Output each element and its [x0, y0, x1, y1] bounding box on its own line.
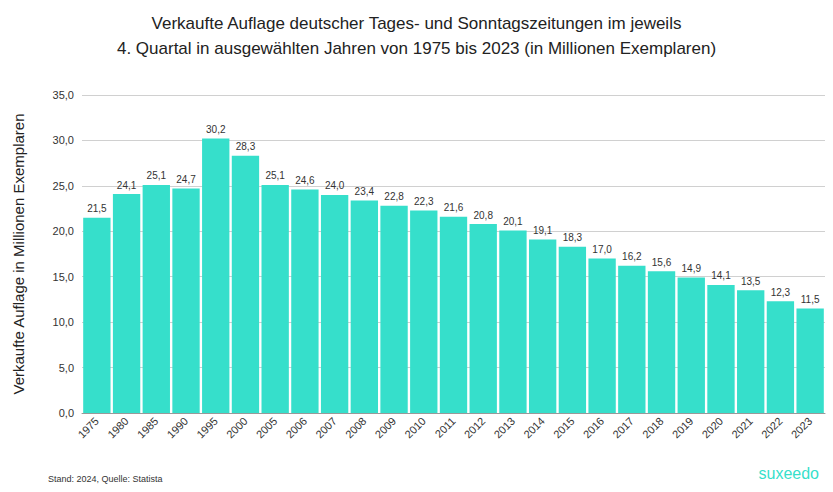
svg-text:24,1: 24,1 — [117, 180, 137, 191]
svg-text:Stand: 2024, Quelle: Statista: Stand: 2024, Quelle: Statista — [48, 474, 163, 484]
svg-text:11,5: 11,5 — [801, 294, 820, 305]
svg-text:2013: 2013 — [491, 415, 517, 441]
svg-text:18,3: 18,3 — [563, 232, 583, 243]
svg-text:1980: 1980 — [105, 415, 131, 441]
svg-text:16,2: 16,2 — [622, 251, 642, 262]
svg-text:23,4: 23,4 — [355, 186, 375, 197]
svg-text:4. Quartal in ausgewählten Jah: 4. Quartal in ausgewählten Jahren von 19… — [117, 39, 716, 58]
svg-text:14,9: 14,9 — [682, 263, 702, 274]
svg-text:2017: 2017 — [610, 415, 636, 441]
svg-text:15,0: 15,0 — [53, 271, 74, 283]
svg-text:1975: 1975 — [75, 415, 101, 441]
svg-text:24,0: 24,0 — [325, 180, 345, 191]
svg-text:1985: 1985 — [135, 415, 161, 441]
svg-text:20,1: 20,1 — [503, 216, 523, 227]
svg-text:25,0: 25,0 — [53, 180, 74, 192]
svg-text:Verkaufte Auflage deutscher Ta: Verkaufte Auflage deutscher Tages- und S… — [152, 14, 682, 33]
svg-text:10,0: 10,0 — [53, 316, 74, 328]
svg-text:2000: 2000 — [224, 415, 250, 441]
svg-text:28,3: 28,3 — [236, 141, 256, 152]
svg-text:2019: 2019 — [670, 415, 696, 441]
svg-text:2014: 2014 — [521, 415, 547, 441]
svg-text:20,0: 20,0 — [53, 225, 74, 237]
svg-text:2011: 2011 — [433, 415, 458, 440]
svg-text:2012: 2012 — [462, 415, 488, 441]
svg-text:2008: 2008 — [343, 415, 369, 441]
svg-text:5,0: 5,0 — [59, 362, 74, 374]
svg-text:14,1: 14,1 — [711, 270, 731, 281]
svg-text:2018: 2018 — [640, 415, 666, 441]
svg-text:17,0: 17,0 — [592, 244, 612, 255]
svg-text:35,0: 35,0 — [53, 89, 74, 101]
svg-text:21,6: 21,6 — [444, 202, 464, 213]
svg-text:30,0: 30,0 — [53, 134, 74, 146]
svg-text:2005: 2005 — [254, 415, 280, 441]
svg-text:12,3: 12,3 — [771, 287, 791, 298]
svg-text:2022: 2022 — [759, 415, 785, 441]
svg-text:suxeedo: suxeedo — [759, 465, 820, 482]
svg-text:13,5: 13,5 — [741, 276, 761, 287]
svg-text:2023: 2023 — [789, 415, 815, 441]
svg-text:Verkaufte Auflage in Millionen: Verkaufte Auflage in Millionen Exemplare… — [10, 113, 27, 394]
svg-text:21,5: 21,5 — [87, 203, 107, 214]
svg-text:2016: 2016 — [581, 415, 607, 441]
svg-text:2010: 2010 — [402, 415, 428, 441]
svg-text:1990: 1990 — [164, 415, 190, 441]
svg-text:20,8: 20,8 — [473, 210, 493, 221]
svg-text:15,6: 15,6 — [652, 257, 672, 268]
svg-text:0,0: 0,0 — [59, 407, 74, 419]
svg-text:2020: 2020 — [699, 415, 725, 441]
svg-text:2015: 2015 — [551, 415, 577, 441]
svg-text:2021: 2021 — [729, 415, 755, 441]
svg-text:19,1: 19,1 — [533, 225, 553, 236]
svg-text:25,1: 25,1 — [147, 170, 167, 181]
svg-text:24,6: 24,6 — [295, 175, 315, 186]
svg-text:22,8: 22,8 — [384, 191, 404, 202]
svg-text:1995: 1995 — [194, 415, 220, 441]
svg-text:2007: 2007 — [313, 415, 339, 441]
svg-text:24,7: 24,7 — [176, 174, 196, 185]
svg-text:25,1: 25,1 — [265, 170, 285, 181]
svg-text:2006: 2006 — [283, 415, 309, 441]
svg-text:30,2: 30,2 — [206, 124, 226, 135]
svg-text:2009: 2009 — [373, 415, 399, 441]
svg-text:22,3: 22,3 — [414, 196, 434, 207]
